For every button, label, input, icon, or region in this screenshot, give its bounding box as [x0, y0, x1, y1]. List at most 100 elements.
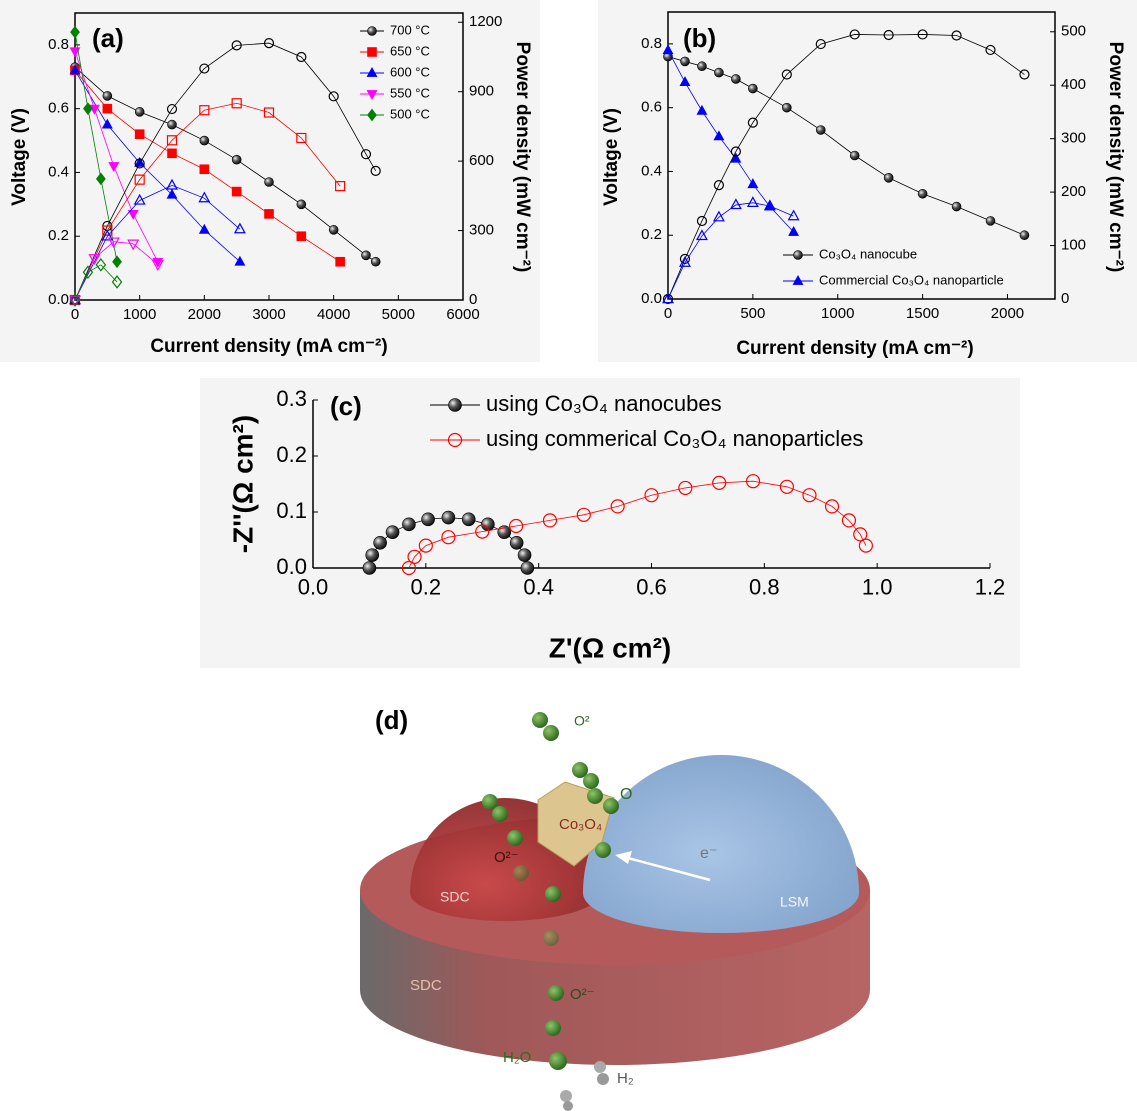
data-point [951, 201, 962, 212]
data-point [731, 74, 741, 84]
diagram-label: O²⁻ [494, 849, 519, 866]
atom [603, 798, 619, 814]
x-tick-label: 2000 [991, 305, 1024, 322]
data-point [373, 535, 387, 550]
data-point [748, 83, 758, 94]
series-line [74, 264, 118, 301]
data-point [402, 517, 416, 532]
data-point [697, 61, 707, 72]
data-point [198, 191, 211, 203]
x-tick-label: 1500 [906, 305, 939, 322]
y2-tick-label: 200 [1061, 183, 1086, 200]
data-point [520, 561, 535, 575]
diagram-label: O [620, 786, 632, 803]
data-point [166, 188, 178, 199]
data-point [508, 518, 524, 534]
x-tick-label: 6000 [446, 306, 479, 323]
data-point [712, 475, 727, 490]
y2-axis-label: Power density (mW cm⁻²) [1105, 42, 1126, 273]
data-point [127, 210, 139, 220]
x-axis-label: Current density (mA cm⁻²) [736, 338, 973, 359]
atom [482, 794, 498, 810]
legend-marker [367, 26, 377, 36]
data-point [662, 292, 674, 304]
series-line [667, 34, 1025, 300]
data-point [296, 132, 307, 144]
data-point [1019, 230, 1030, 241]
x-tick-label: 5000 [382, 306, 415, 323]
panel-label: (a) [92, 23, 124, 53]
data-point [883, 173, 894, 183]
data-point [441, 510, 456, 525]
data-point [264, 177, 274, 187]
series-line [74, 42, 377, 301]
data-point [95, 257, 107, 272]
data-point [1019, 69, 1030, 80]
data-point [849, 150, 860, 161]
data-point [747, 117, 758, 128]
data-point [107, 237, 120, 249]
data-point [509, 535, 524, 550]
x-axis-label: Z'(Ω cm²) [549, 632, 671, 663]
data-point [610, 499, 625, 514]
data-point [88, 254, 101, 265]
data-point [370, 256, 381, 267]
diagram-label: Co₃O₄ [559, 816, 602, 833]
series-line [74, 70, 241, 263]
y2-axis-label: Power density (mW cm⁻²) [512, 42, 533, 273]
data-point [166, 178, 178, 190]
panel-background [598, 0, 1137, 362]
diagram: (d) O² O Co₃O₄ O²⁻ SDC e⁻ LSM SDC O²⁻ H₂… [360, 705, 870, 1111]
data-point [198, 223, 210, 234]
y2-tick-label: 0 [469, 291, 477, 308]
data-point [730, 152, 742, 163]
y2-tick-label: 1200 [469, 13, 502, 30]
data-point [712, 210, 725, 222]
data-point [662, 44, 674, 55]
atom [492, 806, 508, 822]
data-point [263, 107, 275, 118]
data-point [166, 135, 178, 146]
x-tick-label: 500 [740, 305, 765, 322]
atom [572, 762, 588, 778]
legend-label: using Co₃O₄ nanocubes [486, 391, 722, 416]
panel-label: (c) [330, 391, 362, 421]
panel-label: (d) [375, 705, 408, 735]
x-tick-label: 0 [71, 306, 79, 323]
x-tick-label: 0.4 [523, 574, 554, 599]
atom [543, 930, 559, 946]
data-point [401, 560, 417, 576]
x-tick-label: 0.2 [411, 574, 442, 599]
x-tick-label: 1.2 [975, 574, 1006, 599]
y2-tick-label: 500 [1061, 23, 1086, 40]
data-point [167, 119, 177, 130]
diagram-label: O²⁻ [570, 986, 595, 1003]
atom [594, 1061, 606, 1073]
series-line [667, 50, 794, 233]
plot-frame [667, 11, 1056, 300]
data-point [730, 146, 741, 157]
diagram-label: SDC [440, 889, 470, 905]
x-tick-label: 0.6 [636, 574, 667, 599]
diagram-label: H₂ [617, 1070, 634, 1087]
data-point [82, 265, 94, 280]
data-point [824, 499, 840, 514]
y2-tick-label: 900 [469, 83, 494, 100]
x-tick-label: 0.0 [298, 574, 329, 599]
atom [513, 865, 529, 881]
data-point [134, 129, 145, 139]
data-point [542, 513, 558, 528]
data-point [234, 255, 246, 266]
data-point [70, 25, 80, 39]
data-point [199, 135, 210, 146]
atom [560, 1090, 572, 1102]
y-tick-label: 0.2 [641, 226, 662, 243]
data-point [134, 158, 145, 169]
legend-marker [366, 66, 378, 77]
data-point [747, 178, 759, 189]
legend-label: 550 °C [390, 85, 430, 100]
data-point [441, 530, 456, 545]
data-point [296, 51, 307, 63]
data-point [199, 63, 210, 74]
x-tick-label: 3000 [252, 306, 285, 323]
